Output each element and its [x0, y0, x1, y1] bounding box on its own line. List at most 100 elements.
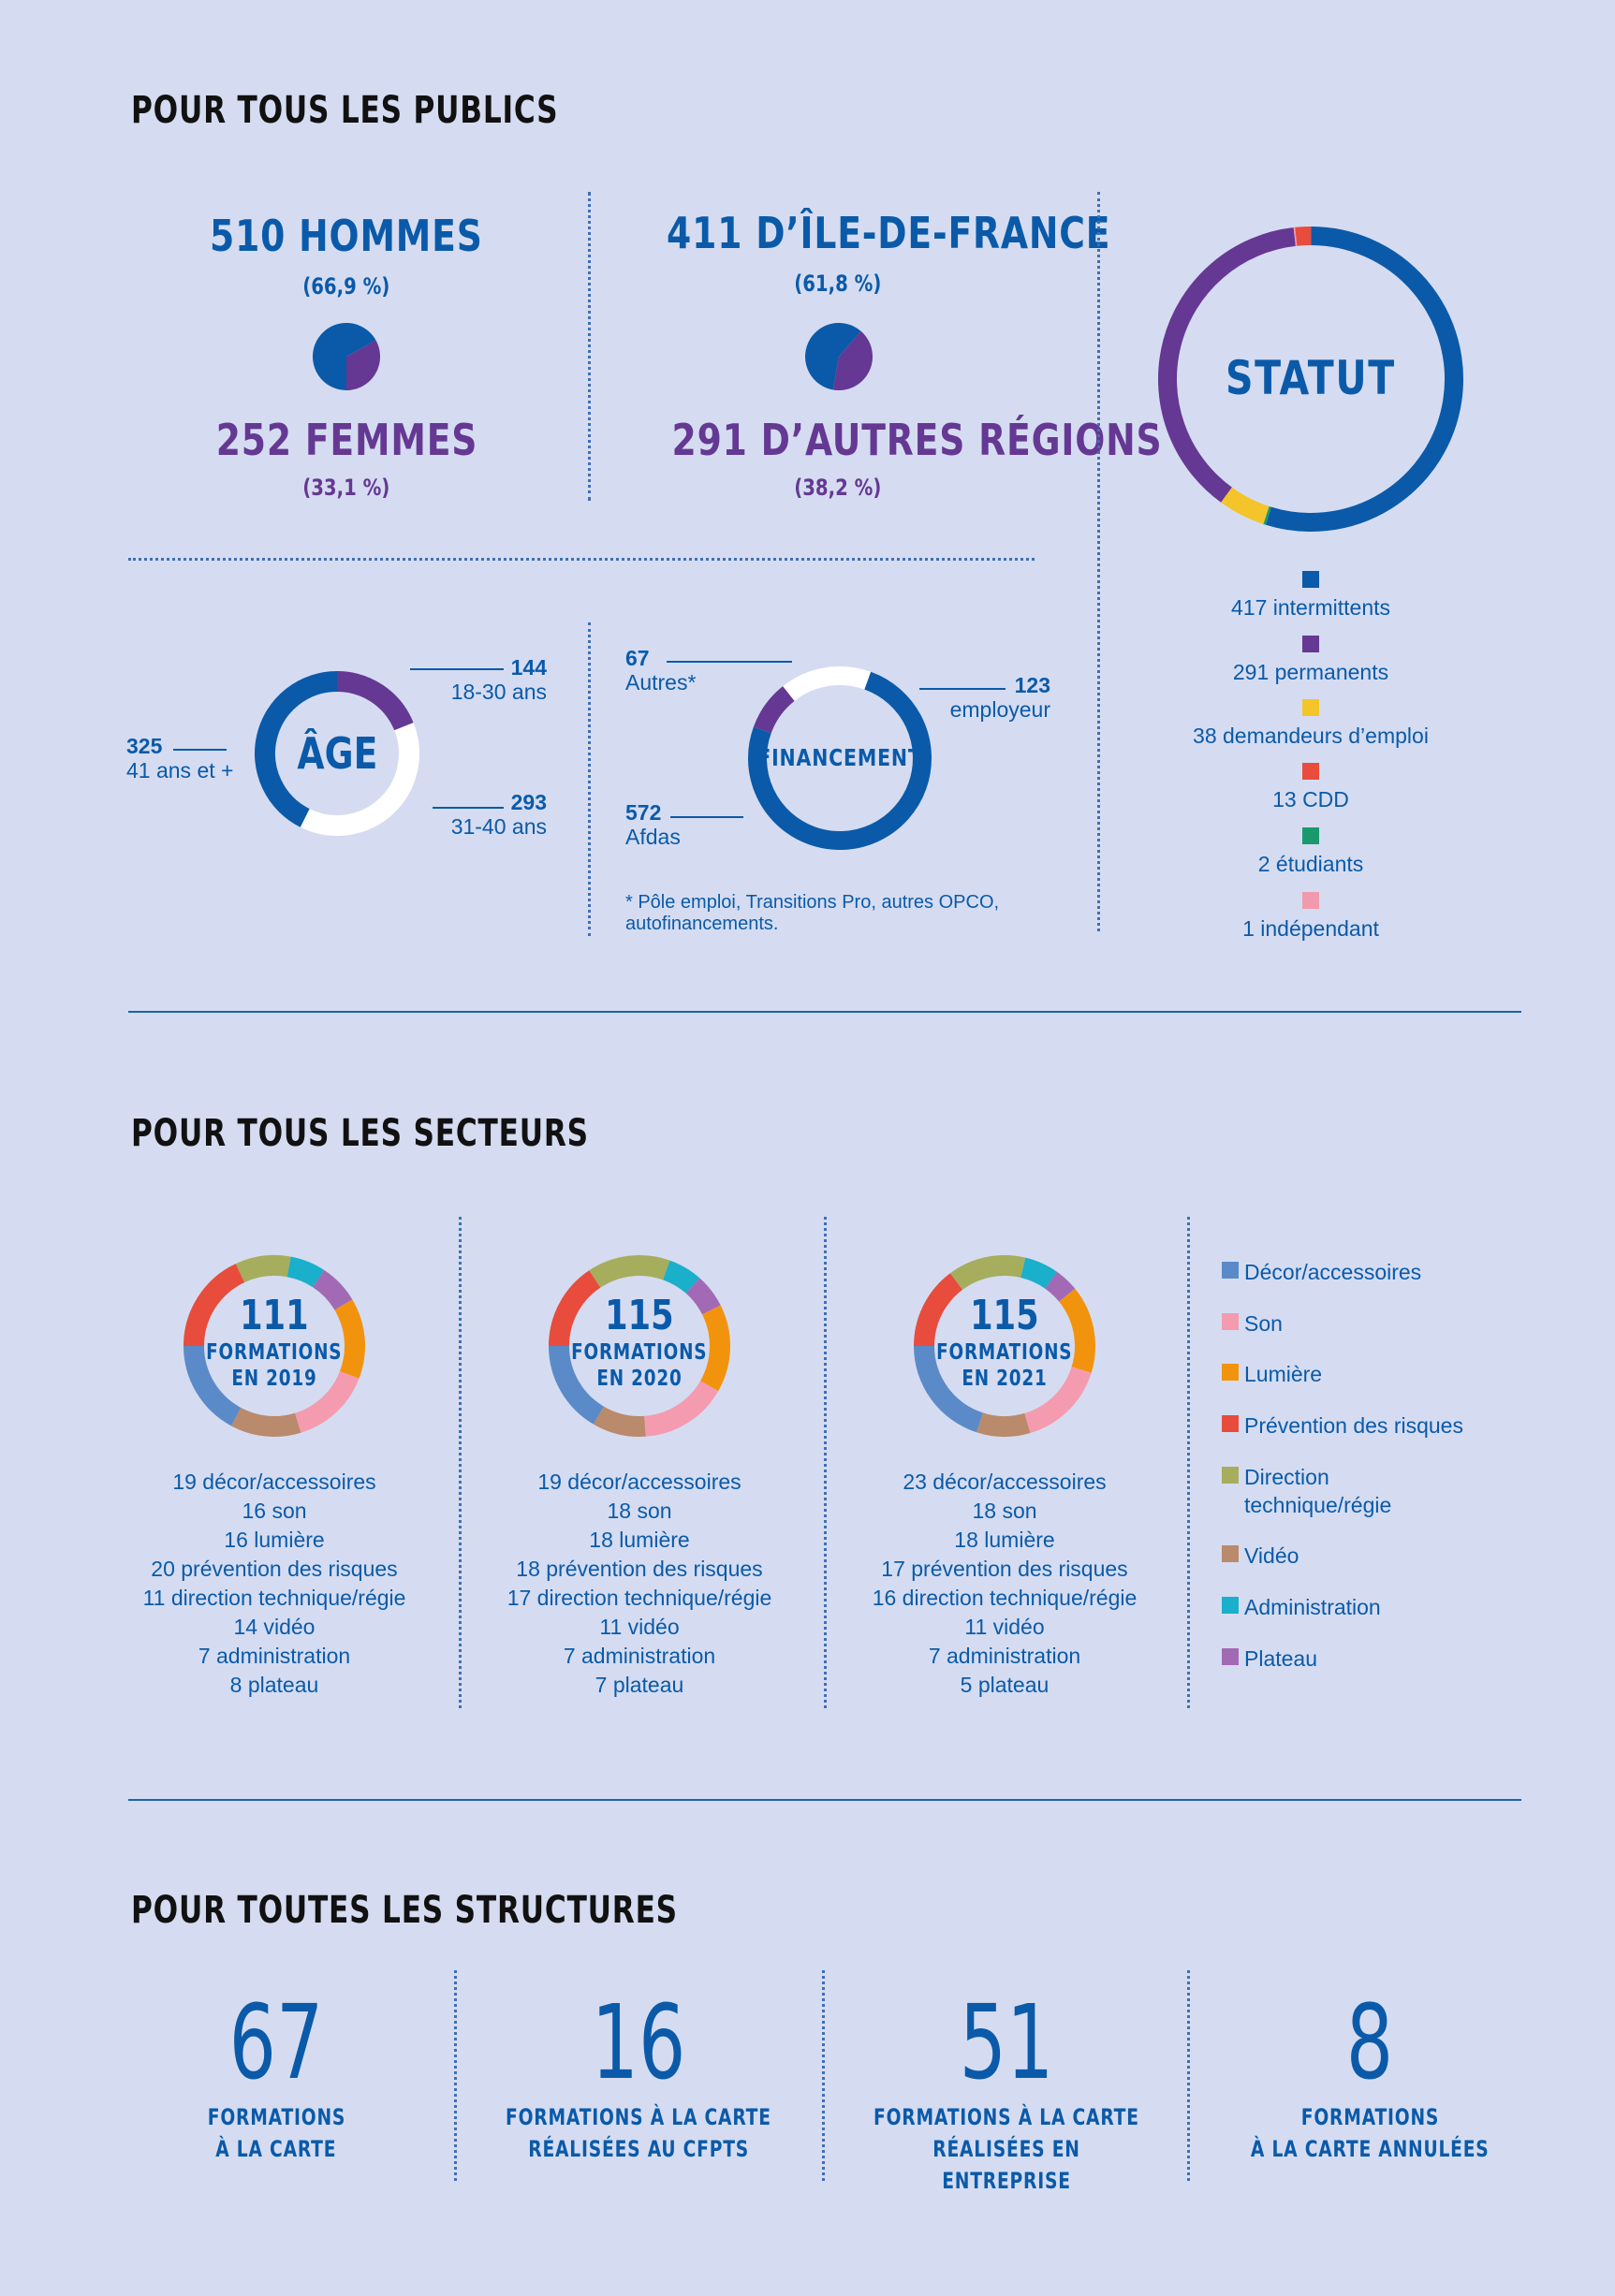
legend-swatch — [1302, 636, 1319, 652]
legend-swatch — [1302, 763, 1319, 780]
slice-18-30 — [336, 671, 414, 731]
slice-demandeurs — [1221, 487, 1270, 524]
financement-title-text: FINANCEMENT — [757, 744, 922, 771]
age-item-293: 293 31-40 ans — [440, 790, 547, 839]
slice-employeur — [783, 666, 872, 702]
legend-label: Prévention des risques — [1244, 1413, 1463, 1438]
divider-vertical — [588, 192, 591, 501]
divider-vertical — [824, 1217, 827, 1708]
struct-label: FORMATIONS À LA CARTE RÉALISÉES AU CFPTS — [461, 2101, 816, 2165]
legend-swatch — [1222, 1262, 1239, 1279]
slice-etudiants — [1263, 505, 1271, 525]
leader-line — [173, 749, 227, 751]
slice-lumiere — [699, 1305, 730, 1392]
slice-direction — [235, 1255, 291, 1283]
divider-vertical — [1097, 192, 1100, 931]
age-item-325: 325 41 ans et + — [126, 734, 239, 782]
donut-2019 — [184, 1255, 365, 1437]
slice-prevention — [914, 1273, 963, 1347]
financement-title: FINANCEMENT — [737, 744, 943, 771]
divider-vertical — [454, 1970, 457, 2181]
legend-lumiere: Lumière — [1222, 1360, 1322, 1388]
statut-label: 291 permanents — [1232, 660, 1389, 684]
slice-autres-regions — [832, 330, 873, 390]
list-item: 7 administration — [563, 1644, 716, 1668]
fin-label: Autres* — [625, 670, 697, 695]
region-pie — [805, 323, 873, 390]
statut-donut — [1158, 227, 1463, 532]
regions-text: 291 D’AUTRES RÉGIONS — [671, 415, 1163, 465]
legend-direction: Direction technique/régie — [1222, 1463, 1391, 1519]
age-title-text: ÂGE — [297, 728, 377, 779]
age-label: 41 ans et + — [126, 758, 234, 782]
list-item: 7 administration — [198, 1644, 351, 1668]
hommes-text: 510 HOMMES — [210, 211, 483, 261]
fin-item-employeur: 123 employeur — [927, 673, 1050, 722]
donut-2020-label: 115 FORMATIONS EN 2020 — [536, 1292, 742, 1392]
list-item: 18 lumière — [954, 1528, 1055, 1552]
financement-donut — [748, 666, 932, 850]
age-value: 144 — [510, 655, 547, 680]
struct-label: FORMATIONS À LA CARTE ANNULÉES — [1192, 2101, 1548, 2165]
struct-count: 67 — [98, 1982, 454, 2102]
list-item: 8 plateau — [229, 1673, 319, 1697]
list-item: 16 direction technique/régie — [872, 1586, 1138, 1610]
struct-count: 8 — [1192, 1982, 1548, 2102]
statut-label: 1 indépendant — [1242, 916, 1379, 941]
section-title-publics: POUR TOUS LES PUBLICS — [131, 89, 559, 132]
legend-swatch — [1222, 1313, 1239, 1330]
slice-ile-de-france — [805, 323, 861, 390]
list-item: 19 décor/accessoires — [172, 1470, 376, 1494]
leader-line — [670, 816, 743, 818]
year-sub: FORMATIONS — [206, 1340, 343, 1365]
idf-pct-text: (61,8 %) — [794, 271, 882, 297]
slice-lumiere — [1058, 1288, 1095, 1373]
struct-label-line: À LA CARTE ANNULÉES — [1250, 2136, 1490, 2162]
struct-label-line: FORMATIONS — [1300, 2104, 1439, 2130]
legend-label: Vidéo — [1244, 1543, 1299, 1568]
footnote-line: * Pôle emploi, Transitions Pro, autres O… — [625, 892, 1000, 913]
hommes-pct-text: (66,9 %) — [302, 273, 390, 300]
legend-swatch — [1222, 1467, 1239, 1484]
regions-pct: (38,2 %) — [618, 475, 1058, 501]
gender-pie — [313, 323, 380, 390]
age-value: 325 — [126, 734, 163, 758]
legend-swatch — [1222, 1597, 1239, 1614]
fin-item-afdas: 572 Afdas — [625, 800, 738, 849]
slice-video — [593, 1406, 646, 1437]
legend-prevention: Prévention des risques — [1222, 1411, 1463, 1440]
legend-label: Plateau — [1244, 1646, 1318, 1671]
list-item: 16 lumière — [224, 1528, 325, 1552]
fin-value: 123 — [1014, 673, 1050, 697]
section-title-structures: POUR TOUTES LES STRUCTURES — [131, 1889, 678, 1932]
divider-vertical — [588, 622, 591, 936]
financement-footnote: * Pôle emploi, Transitions Pro, autres O… — [625, 892, 999, 935]
list-item: 18 son — [607, 1499, 672, 1523]
age-item-144: 144 18-30 ans — [440, 655, 547, 704]
slice-prevention — [549, 1270, 601, 1347]
list-item: 18 son — [972, 1499, 1037, 1523]
struct-count: 51 — [829, 1982, 1184, 2102]
leader-line — [433, 807, 504, 809]
slice-son — [294, 1370, 360, 1433]
legend-decor: Décor/accessoires — [1222, 1258, 1421, 1286]
legend-label: technique/régie — [1244, 1493, 1392, 1517]
year-sub: EN 2020 — [596, 1367, 683, 1391]
divider-vertical — [1187, 1970, 1190, 2181]
divider-horizontal-dotted — [128, 558, 1035, 561]
list-item: 20 prévention des risques — [151, 1557, 398, 1581]
slice-direction — [589, 1255, 670, 1288]
age-value: 293 — [510, 790, 547, 814]
statut-title: STATUT — [1142, 351, 1479, 405]
sector-list-2021: 23 décor/accessoires 18 son 18 lumière 1… — [845, 1468, 1164, 1700]
slice-son — [643, 1380, 719, 1437]
footnote-line: autofinancements. — [625, 914, 779, 934]
statut-legend-permanents: 291 permanents — [1170, 636, 1451, 685]
legend-swatch — [1302, 892, 1319, 909]
slice-femmes — [346, 340, 380, 390]
slice-31-40 — [300, 723, 419, 836]
leader-line — [410, 668, 504, 670]
idf-text: 411 D’ÎLE-DE-FRANCE — [667, 208, 1111, 258]
struct-label-line: FORMATIONS À LA CARTE — [506, 2104, 771, 2130]
statut-legend-intermittents: 417 intermittents — [1170, 571, 1451, 621]
